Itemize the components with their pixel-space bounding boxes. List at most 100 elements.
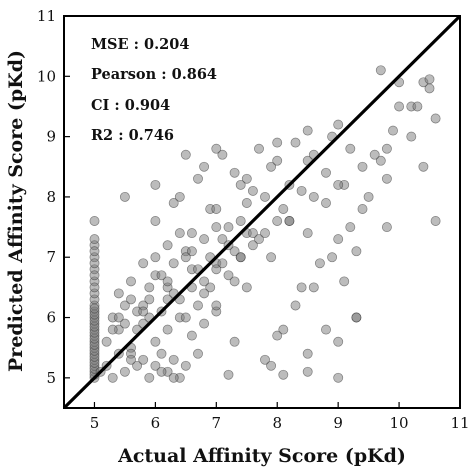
y-tick-label: 6: [46, 309, 56, 327]
x-tick-label: 5: [90, 414, 100, 432]
data-point: [272, 216, 283, 226]
data-point: [314, 258, 325, 269]
data-point: [363, 191, 374, 202]
data-point: [180, 149, 191, 160]
data-point: [193, 173, 203, 184]
data-point: [266, 360, 277, 371]
data-point: [260, 354, 270, 365]
data-point: [278, 324, 289, 335]
data-point: [223, 222, 234, 233]
plot-area-frame: [63, 15, 461, 409]
data-point: [144, 372, 155, 383]
data-point: [174, 228, 185, 239]
data-point: [199, 234, 210, 245]
data-point: [235, 216, 246, 226]
data-point: [223, 270, 234, 281]
data-point: [113, 288, 124, 299]
data-point: [418, 161, 429, 172]
data-point: [321, 198, 331, 208]
data-point: [381, 143, 392, 154]
data-point: [162, 240, 173, 251]
data-point: [150, 360, 161, 371]
data-point: [138, 258, 149, 269]
data-point: [156, 348, 167, 359]
data-point: [168, 354, 179, 365]
data-point: [229, 276, 240, 287]
y-tick-label: 9: [46, 128, 56, 146]
data-point: [199, 288, 210, 299]
data-point: [357, 204, 368, 214]
data-point: [430, 216, 441, 226]
data-point: [247, 228, 258, 239]
data-point: [180, 312, 191, 323]
data-point: [89, 216, 100, 226]
data-point: [168, 198, 179, 208]
data-point: [333, 119, 344, 130]
metric-pearson: Pearson : 0.864: [91, 66, 217, 83]
data-point: [89, 282, 100, 293]
y-tick-label: 8: [46, 188, 56, 206]
metric-ci: CI : 0.904: [91, 97, 170, 114]
data-point: [351, 246, 362, 257]
data-point: [89, 246, 100, 257]
data-point: [229, 336, 240, 347]
data-point: [89, 303, 100, 314]
data-point: [113, 312, 124, 323]
data-point: [180, 360, 191, 371]
data-point: [296, 282, 307, 293]
x-tick-label: 11: [450, 414, 469, 432]
data-point: [144, 282, 155, 293]
data-point: [266, 161, 277, 172]
data-point: [211, 204, 222, 214]
data-point: [138, 354, 149, 365]
data-point: [302, 348, 313, 359]
data-point: [424, 74, 435, 85]
data-point: [193, 348, 203, 359]
x-tick-label: 9: [333, 414, 343, 432]
data-point: [302, 366, 313, 377]
data-point: [211, 264, 222, 275]
data-point: [119, 366, 130, 377]
data-point: [321, 324, 331, 335]
data-point: [211, 222, 222, 233]
scatter-points: [89, 65, 441, 383]
data-point: [168, 372, 179, 383]
data-point: [254, 143, 264, 154]
data-point: [254, 234, 264, 245]
data-point: [168, 258, 179, 269]
data-point: [302, 228, 313, 239]
data-point: [217, 149, 228, 160]
data-point: [119, 300, 130, 311]
x-tick-label: 7: [212, 414, 222, 432]
data-point: [217, 258, 228, 269]
data-point: [89, 270, 100, 281]
data-point: [345, 143, 356, 154]
data-point: [388, 125, 398, 136]
y-axis-ticks: 5 6 7 8 9 10 11: [37, 7, 70, 387]
data-point: [211, 143, 222, 154]
data-point: [144, 294, 155, 305]
data-point: [205, 282, 216, 293]
data-point: [217, 234, 228, 245]
data-point: [333, 372, 344, 383]
x-tick-label: 6: [151, 414, 161, 432]
data-point: [339, 276, 350, 287]
data-point: [156, 270, 167, 281]
data-point: [126, 276, 136, 287]
metric-r2: R2 : 0.746: [91, 127, 174, 144]
data-point: [241, 173, 252, 184]
data-point: [333, 179, 344, 190]
data-point: [89, 234, 100, 245]
y-tick-label: 7: [46, 248, 56, 266]
data-point: [375, 155, 386, 166]
data-point: [284, 216, 295, 226]
data-point: [406, 131, 417, 142]
y-tick-label: 11: [37, 7, 56, 25]
x-axis-ticks: 5 6 7 8 9 10 11: [90, 402, 470, 432]
data-point: [199, 276, 210, 287]
data-point: [412, 101, 423, 112]
y-tick-label: 5: [46, 369, 56, 387]
data-point: [351, 312, 362, 323]
x-tick-label: 10: [390, 414, 409, 432]
data-point: [345, 222, 356, 233]
